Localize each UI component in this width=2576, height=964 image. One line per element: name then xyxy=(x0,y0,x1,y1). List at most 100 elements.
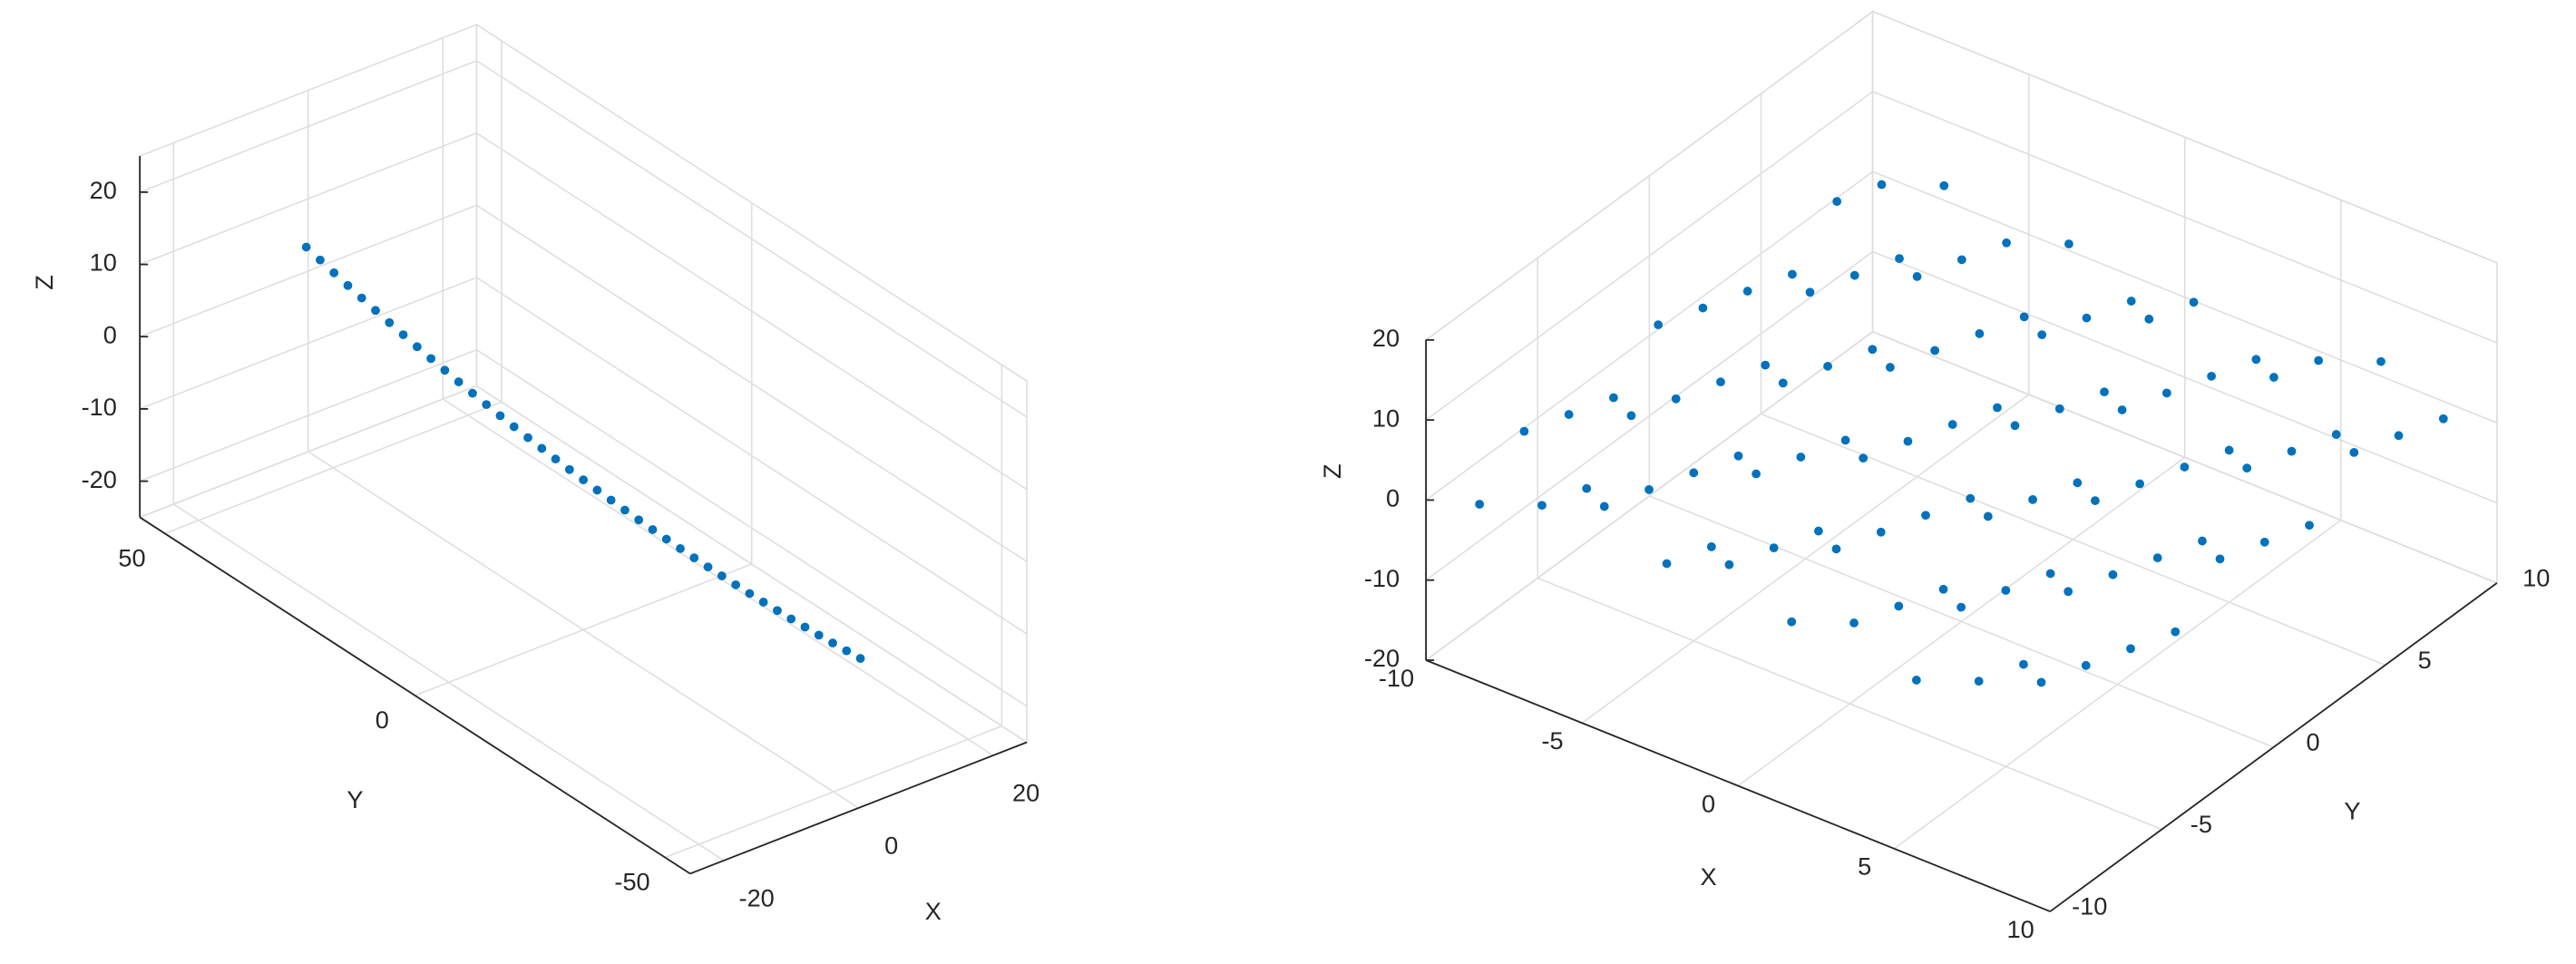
point xyxy=(634,515,644,525)
point xyxy=(2002,238,2011,248)
point xyxy=(2045,569,2055,579)
z-tick-label: 10 xyxy=(1372,404,1400,432)
point xyxy=(468,388,477,398)
x-tick-label: 20 xyxy=(1012,779,1039,807)
point xyxy=(2019,312,2029,322)
point xyxy=(1993,403,2002,413)
point xyxy=(1796,453,1806,462)
y-tick-label: 0 xyxy=(2306,728,2319,756)
point xyxy=(1885,363,1895,372)
point xyxy=(1912,272,1922,281)
point xyxy=(1599,501,1609,511)
point xyxy=(2269,373,2278,382)
x-tick-label: 0 xyxy=(1702,789,1715,817)
point xyxy=(426,354,436,364)
point xyxy=(2331,430,2341,439)
point xyxy=(523,433,532,443)
z-tick-label: 10 xyxy=(90,248,117,277)
point xyxy=(2081,660,2091,670)
z-tick-label: -20 xyxy=(82,465,117,493)
point xyxy=(2010,421,2020,431)
point xyxy=(1742,287,1752,296)
y-tick-label: 5 xyxy=(2418,646,2432,674)
point xyxy=(2242,463,2252,473)
point xyxy=(2135,479,2145,489)
point xyxy=(440,365,450,375)
point xyxy=(1868,345,1878,355)
point xyxy=(329,268,339,278)
y-axis-title: Y xyxy=(346,785,363,813)
point xyxy=(371,306,380,316)
z-axis-title: Z xyxy=(1318,463,1346,479)
y-axis-line xyxy=(139,516,691,875)
x-axis-line xyxy=(689,741,1028,875)
x-axis-title: X xyxy=(1701,862,1717,891)
point xyxy=(1519,426,1529,436)
grid-line xyxy=(1537,577,2162,831)
point xyxy=(1975,329,1985,338)
point xyxy=(2224,445,2234,455)
point xyxy=(1894,601,1904,611)
point xyxy=(1966,493,1976,503)
chart: -20 -10 0 10 20 -20 0 20 -50 0 50 X Y Z xyxy=(30,23,1039,925)
point xyxy=(2394,431,2404,441)
point xyxy=(800,622,810,632)
point xyxy=(1769,543,1779,553)
point xyxy=(2019,659,2028,669)
point xyxy=(1671,394,1681,404)
point xyxy=(1911,676,1921,685)
point xyxy=(301,242,311,252)
x-tick-label: 10 xyxy=(2007,915,2034,943)
point xyxy=(1609,393,1618,403)
x-tick-label: 0 xyxy=(884,832,898,860)
point xyxy=(842,646,852,656)
point xyxy=(717,571,727,580)
point xyxy=(1475,500,1485,509)
point xyxy=(606,495,616,505)
point xyxy=(1947,420,1957,429)
z-tick-label: -10 xyxy=(1364,564,1400,592)
point xyxy=(2259,537,2269,547)
point xyxy=(1930,346,1940,355)
point xyxy=(1974,677,1984,686)
point xyxy=(1788,269,1797,279)
point xyxy=(356,293,366,303)
point xyxy=(2064,239,2073,248)
point xyxy=(1903,436,1913,446)
point xyxy=(1733,451,1743,461)
point xyxy=(1787,617,1797,627)
z-tick-label: 0 xyxy=(103,320,117,348)
point xyxy=(828,638,837,648)
point xyxy=(1751,469,1761,479)
point xyxy=(2171,627,2181,637)
point xyxy=(2082,313,2092,323)
point xyxy=(648,525,658,534)
point xyxy=(773,606,782,616)
point xyxy=(1564,410,1574,419)
grid-line xyxy=(164,401,503,535)
point xyxy=(620,505,629,515)
point xyxy=(689,553,699,562)
x-tick-label: -20 xyxy=(739,884,775,912)
point xyxy=(1831,544,1841,554)
point xyxy=(1956,602,1966,612)
point xyxy=(1840,435,1850,445)
point xyxy=(2189,297,2199,307)
point xyxy=(1814,526,1823,536)
point xyxy=(1644,484,1654,494)
point xyxy=(2126,644,2135,654)
point xyxy=(661,534,671,544)
point xyxy=(316,255,325,265)
point xyxy=(2152,553,2162,563)
z-tick-label: 0 xyxy=(1386,484,1400,512)
point xyxy=(1537,501,1547,511)
point xyxy=(1895,254,1904,264)
point xyxy=(1716,377,1725,387)
point xyxy=(1823,361,1832,371)
point xyxy=(2314,355,2324,365)
point xyxy=(1832,197,1842,206)
point xyxy=(2349,447,2359,457)
y-axis-title: Y xyxy=(2344,797,2360,825)
